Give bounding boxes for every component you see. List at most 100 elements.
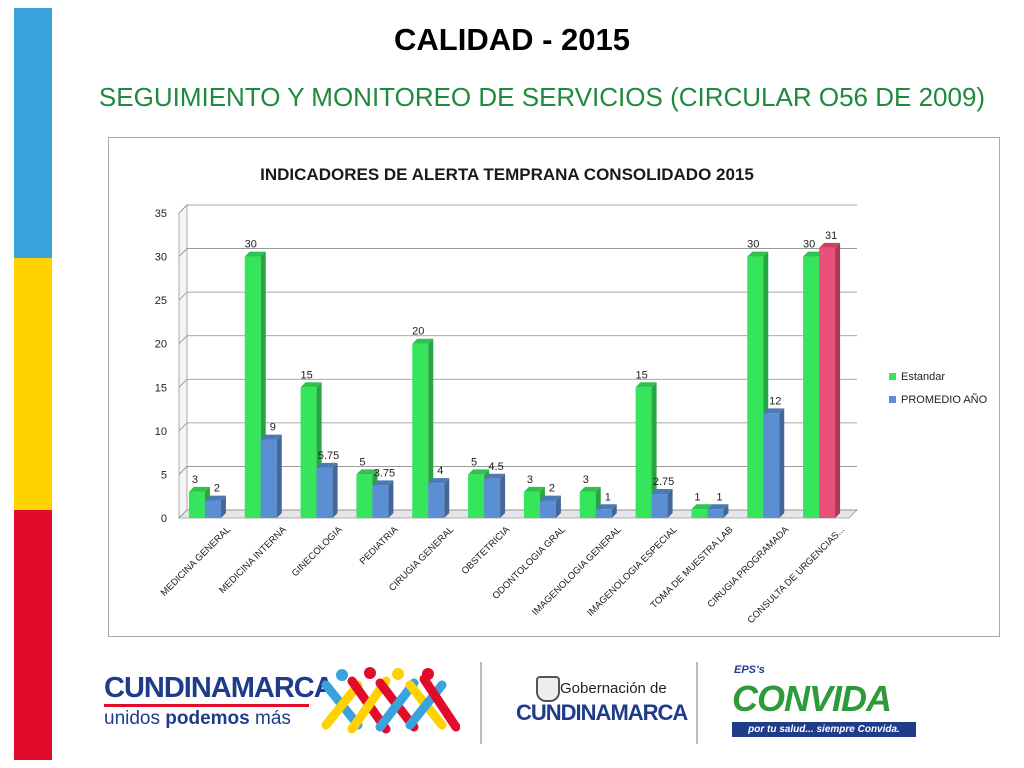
data-label: 3.75	[374, 467, 395, 479]
data-label: 3	[583, 474, 589, 486]
data-label: 15	[635, 369, 647, 381]
bar	[747, 256, 764, 518]
side-stripe-red	[14, 510, 52, 760]
bar	[468, 474, 485, 518]
bar-top	[356, 469, 378, 475]
bar-side	[651, 382, 657, 518]
bar-top	[204, 495, 226, 501]
slogan-part-3: más	[249, 708, 291, 729]
bar-top	[651, 489, 673, 495]
bar	[204, 500, 221, 518]
bar-side	[555, 495, 561, 518]
bar-side	[444, 478, 450, 518]
gridline	[178, 422, 857, 432]
bar-top	[260, 434, 282, 440]
bar-side	[500, 473, 506, 518]
bar-top	[244, 251, 266, 257]
bar-top	[316, 462, 338, 468]
data-label: 30	[747, 239, 759, 251]
chart-title: INDICADORES DE ALERTA TEMPRANA CONSOLIDA…	[260, 165, 754, 184]
data-label: 4.5	[488, 461, 503, 473]
bar-top	[523, 486, 545, 492]
bar-top	[803, 251, 825, 257]
bar	[579, 491, 596, 518]
data-label: 3	[527, 474, 533, 486]
bar	[691, 509, 708, 518]
plot-side-wall	[178, 204, 188, 519]
bar-top	[300, 382, 322, 388]
bar	[763, 413, 780, 518]
bar	[803, 256, 820, 518]
y-tick-label: 5	[161, 469, 167, 481]
bar-top	[468, 469, 490, 475]
footer-divider	[480, 662, 482, 744]
gobernacion-logo: Gobernación de CUNDINAMARCA	[514, 674, 688, 734]
bar-side	[723, 504, 729, 518]
data-label: 3	[192, 474, 198, 486]
bar	[244, 256, 261, 518]
category-label: CONSULTA DE URGENCIAS...	[746, 524, 848, 626]
data-label: 31	[825, 230, 837, 242]
bar-side	[388, 480, 394, 518]
cundinamarca-logo-subtitle: unidos podemos más	[104, 708, 291, 730]
bar-top	[707, 504, 729, 510]
convida-brand: CONVIDA	[732, 678, 892, 719]
bar-top	[484, 473, 506, 479]
data-label: 2.75	[653, 476, 674, 488]
bar	[428, 483, 445, 518]
gridline	[178, 466, 857, 475]
category-label: IMAGENOLOGIA GENERAL	[530, 524, 624, 618]
gridline	[178, 248, 857, 257]
slide-subtitle: SEGUIMIENTO Y MONITOREO DE SERVICIOS (CI…	[98, 82, 986, 112]
bar-side	[779, 408, 785, 518]
bar-side	[835, 242, 841, 518]
data-label: 30	[245, 239, 257, 251]
cundinamarca-logo-title: CUNDINAMARCA	[104, 672, 335, 704]
data-label: 4	[437, 465, 443, 477]
bar	[188, 491, 205, 518]
y-tick-label: 0	[161, 513, 167, 525]
people-figures-logo	[321, 667, 460, 734]
bar	[707, 509, 724, 518]
bar	[819, 247, 836, 518]
gridline	[178, 509, 857, 519]
data-label: 5	[471, 456, 477, 468]
bar	[356, 474, 373, 518]
bar-top	[819, 242, 841, 248]
bar	[372, 485, 389, 518]
gridline	[178, 335, 857, 344]
bar-side	[667, 489, 673, 518]
category-label: IMAGENOLOGIA ESPECIAL	[585, 524, 679, 618]
data-label: 15	[300, 369, 312, 381]
legend-label-estandar: Estandar	[901, 371, 945, 383]
bar-chart: INDICADORES DE ALERTA TEMPRANA CONSOLIDA…	[155, 165, 988, 626]
shield-icon	[536, 676, 560, 702]
bar-top	[763, 408, 785, 414]
slogan-part-2: podemos	[165, 708, 250, 729]
slogan-part-1: unidos	[104, 708, 166, 729]
category-label: PEDIATRIA	[358, 524, 401, 567]
legend-label-promedio: PROMEDIO AÑO	[901, 393, 988, 406]
data-label: 2	[214, 483, 220, 495]
bar-side	[428, 338, 434, 518]
legend-swatch-promedio	[889, 396, 896, 403]
data-label: 5	[359, 456, 365, 468]
footer-divider-2	[696, 662, 698, 744]
bar	[300, 387, 317, 518]
gridline	[178, 204, 857, 214]
bar	[260, 439, 277, 518]
bar-top	[539, 495, 561, 501]
convida-logo: EPS's CONVIDA por tu salud... siempre Co…	[732, 664, 922, 744]
bar	[316, 467, 333, 518]
category-label: OBSTETRICIA	[460, 524, 513, 577]
bar	[484, 478, 501, 518]
gobernacion-line1: Gobernación de	[560, 680, 667, 697]
convida-tagline: por tu salud... siempre Convida.	[732, 722, 916, 737]
chart-legend: Estandar PROMEDIO AÑO	[889, 371, 988, 406]
logo-underline	[104, 704, 309, 707]
chart-frame: INDICADORES DE ALERTA TEMPRANA CONSOLIDA…	[108, 137, 1000, 637]
gridline	[178, 378, 857, 388]
bar	[651, 494, 668, 518]
y-tick-label: 10	[155, 426, 167, 438]
bar	[539, 500, 556, 518]
